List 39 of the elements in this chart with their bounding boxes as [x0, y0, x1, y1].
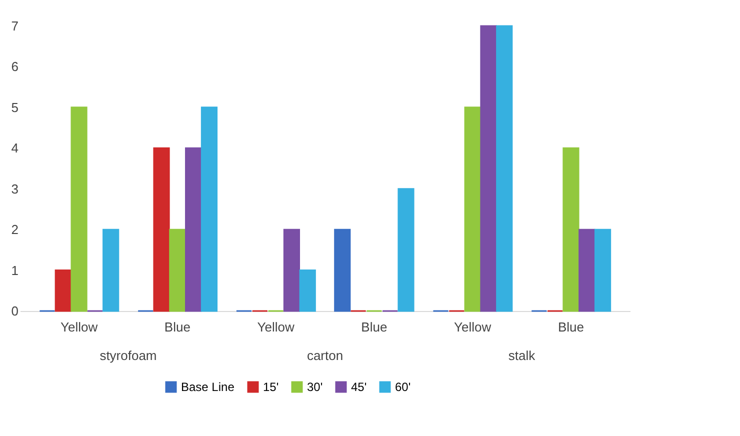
bar	[464, 106, 481, 312]
x-tick-label: Yellow	[454, 320, 492, 334]
text: carton	[306, 348, 344, 363]
y-tick-label: 1	[11, 262, 18, 278]
bar	[54, 270, 72, 312]
bar	[562, 147, 580, 312]
y-tick-label: 0	[11, 304, 18, 318]
legend-label: 15'	[263, 380, 279, 394]
bar	[283, 228, 300, 312]
bar	[70, 106, 88, 312]
y-tick-label: 4	[11, 140, 18, 156]
x-tick-label: Blue	[361, 320, 388, 334]
x-tick-label: Blue	[164, 320, 190, 334]
bar	[153, 147, 170, 312]
bar	[299, 270, 316, 312]
bar	[398, 188, 414, 312]
text: styrofoam	[100, 348, 157, 363]
legend-label: 45'	[351, 380, 367, 394]
bar	[169, 228, 186, 312]
y-tick-label: 5	[11, 100, 18, 115]
x-tick-label: Blue	[558, 320, 584, 334]
bar	[594, 228, 612, 312]
y-tick-label: 3	[11, 181, 18, 196]
bar	[496, 25, 513, 312]
y-tick-label: 6	[11, 59, 18, 74]
text: stalk	[508, 348, 536, 363]
y-tick-label: 7	[11, 18, 18, 34]
y-tick-label: 2	[11, 222, 18, 238]
bar	[334, 228, 351, 312]
x-tick-label: Yellow	[60, 320, 98, 334]
bar	[102, 228, 120, 312]
legend-label: 60'	[395, 380, 411, 394]
legend-label: Base Line	[181, 380, 235, 394]
legend-label: 30'	[307, 380, 323, 394]
bar	[578, 228, 596, 312]
bar	[200, 106, 218, 312]
bar	[480, 25, 497, 312]
bar	[185, 147, 202, 312]
x-tick-label: Yellow	[257, 320, 295, 334]
